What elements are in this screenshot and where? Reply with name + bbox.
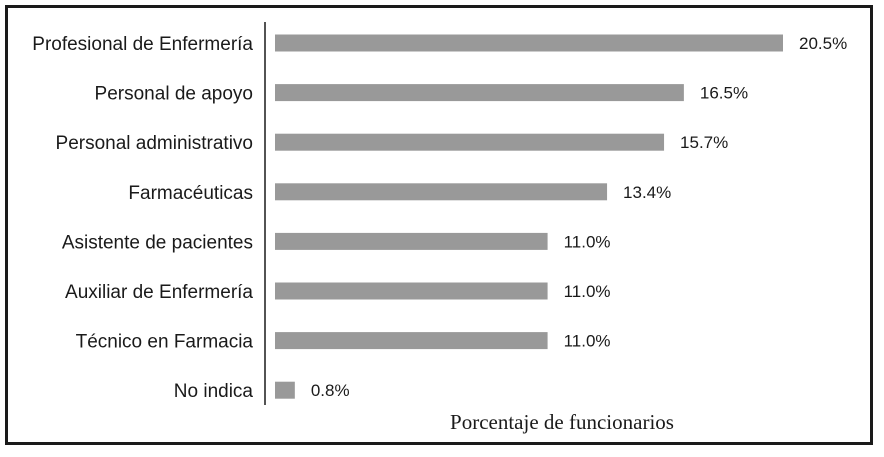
value-label: 15.7% <box>680 133 728 152</box>
bars-layer: Profesional de Enfermería 20.5% Personal d… <box>32 34 847 402</box>
category-label: Personal de apoyo <box>95 84 253 105</box>
value-label: 16.5% <box>700 84 748 103</box>
category-label: No indica <box>174 381 254 402</box>
x-axis-title: Porcentaje de funcionarios <box>450 410 674 434</box>
value-label: 11.0% <box>564 332 611 351</box>
bar <box>275 381 295 399</box>
value-label: 20.5% <box>799 34 847 53</box>
category-label: Farmacéuticas <box>128 183 253 204</box>
category-label: Técnico en Farmacia <box>76 332 254 353</box>
category-label: Asistente de pacientes <box>62 232 253 253</box>
bar <box>275 133 665 151</box>
bar <box>275 282 548 300</box>
bar <box>275 183 608 201</box>
category-label: Personal administrativo <box>56 133 253 154</box>
bar <box>275 332 548 350</box>
chart-frame <box>5 5 873 445</box>
value-label: 11.0% <box>564 232 611 251</box>
category-label: Profesional de Enfermería <box>32 34 253 55</box>
value-label: 13.4% <box>623 183 671 202</box>
value-label: 0.8% <box>311 381 350 400</box>
bar <box>275 34 783 52</box>
bar <box>275 84 684 102</box>
bar <box>275 232 548 250</box>
category-label: Auxiliar de Enfermería <box>65 282 253 303</box>
value-label: 11.0% <box>564 282 611 301</box>
